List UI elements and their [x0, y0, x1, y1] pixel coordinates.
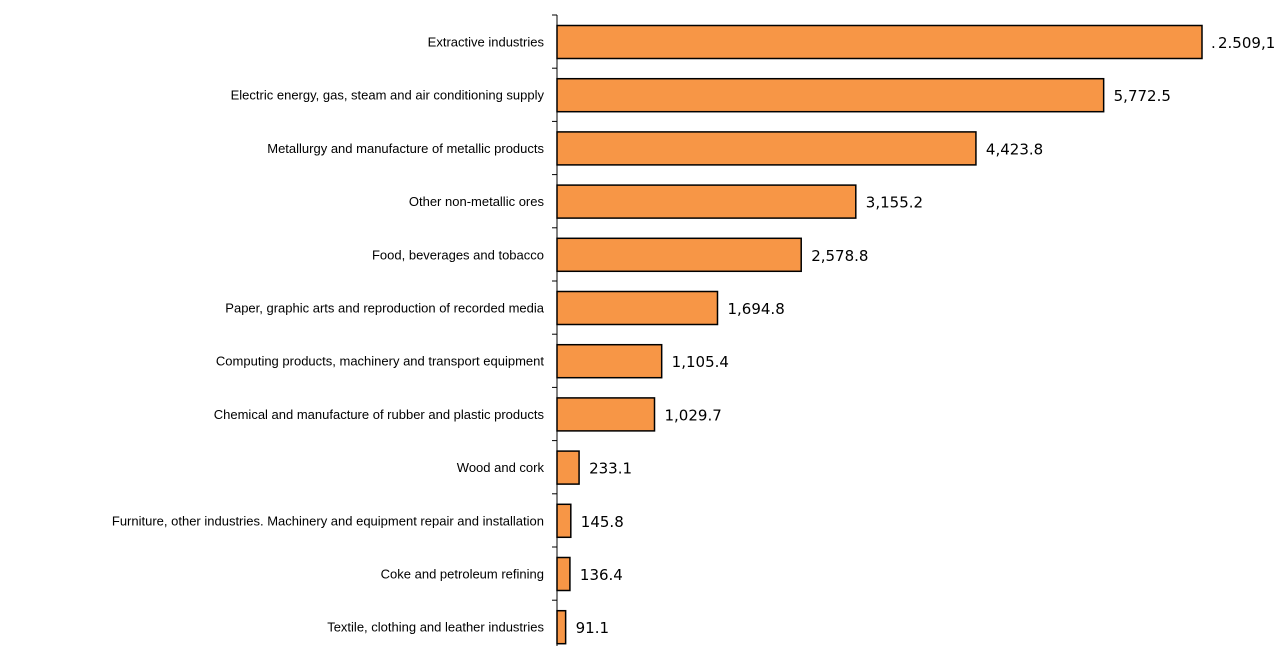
category-label: Furniture, other industries. Machinery a… [112, 513, 544, 528]
value-label: 91.1 [576, 619, 609, 637]
value-label: 2.509,1 [1218, 34, 1275, 52]
category-label: Chemical and manufacture of rubber and p… [214, 407, 545, 422]
category-label: Electric energy, gas, steam and air cond… [231, 88, 545, 103]
chart-marks: Extractive industries. 2.509,1 Electric en… [112, 24, 1275, 645]
category-label: Textile, clothing and leather industries [327, 620, 544, 635]
bar [556, 184, 857, 219]
category-label: Computing products, machinery and transp… [216, 354, 544, 369]
category-label: Other non-metallic ores [409, 194, 545, 209]
category-label: Extractive industries [428, 35, 545, 50]
bar [556, 237, 802, 273]
value-label: 136.4 [580, 566, 623, 584]
value-label: 1,029.7 [665, 406, 722, 424]
bar [556, 609, 567, 645]
category-label: Coke and petroleum refining [381, 567, 544, 582]
value-label: 145.8 [581, 513, 624, 531]
value-label: 5,772.5 [1114, 87, 1171, 105]
bar [556, 503, 572, 539]
bar [556, 290, 719, 326]
category-label: Paper, graphic arts and reproduction of … [225, 301, 544, 316]
category-label: Metallurgy and manufacture of metallic p… [267, 141, 544, 156]
bar [556, 450, 580, 485]
value-label: 2,578.8 [811, 247, 868, 265]
bar [556, 77, 1105, 113]
value-label: 1,694.8 [727, 300, 784, 318]
category-label: Food, beverages and tobacco [372, 247, 544, 262]
value-label: 3,155.2 [866, 194, 923, 212]
bar [556, 131, 977, 166]
category-label: Wood and cork [457, 460, 545, 475]
value-label: 1,105.4 [672, 353, 729, 371]
y-axis-ticks [552, 14, 557, 601]
value-label: 233.1 [589, 460, 632, 478]
bar [556, 343, 663, 379]
truncation-mark: . [1211, 34, 1216, 52]
bar [556, 24, 1203, 60]
value-label: 4,423.8 [986, 140, 1043, 158]
bar [556, 556, 571, 592]
bar [556, 397, 656, 432]
